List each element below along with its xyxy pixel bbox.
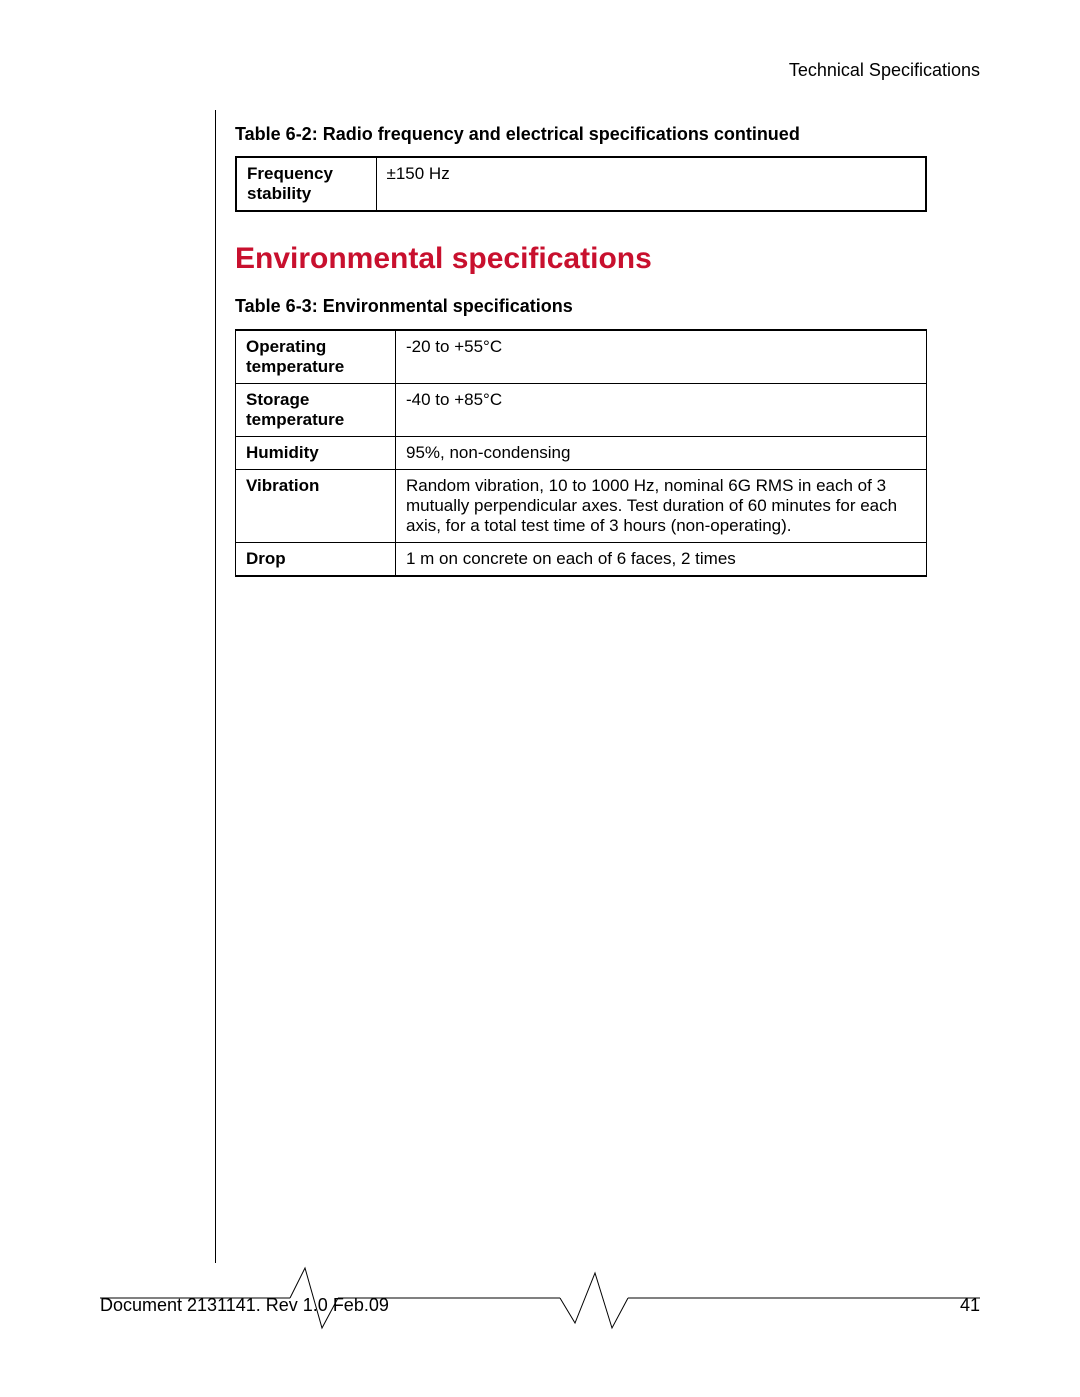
table-row: Vibration Random vibration, 10 to 1000 H… [236, 469, 927, 542]
spec-value: 1 m on concrete on each of 6 faces, 2 ti… [396, 542, 927, 576]
page-footer: Document 2131141. Rev 1.0 Feb.09 41 [100, 1295, 980, 1316]
spec-label: Humidity [236, 436, 396, 469]
spec-value: -20 to +55°C [396, 330, 927, 384]
spec-label: Frequency stability [236, 157, 376, 211]
section-title-environmental: Environmental specifications [235, 242, 975, 276]
table-6-3-caption: Table 6-3: Environmental specifications [235, 294, 975, 318]
spec-label: Drop [236, 542, 396, 576]
page: Technical Specifications Table 6-2: Radi… [0, 0, 1080, 1397]
table-6-2-caption: Table 6-2: Radio frequency and electrica… [235, 122, 975, 146]
spec-label: Vibration [236, 469, 396, 542]
table-6-2: Frequency stability ±150 Hz [235, 156, 927, 212]
content-area: Table 6-2: Radio frequency and electrica… [235, 122, 975, 577]
footer-doc-id: Document 2131141. Rev 1.0 Feb.09 [100, 1295, 389, 1316]
table-row: Operating temperature -20 to +55°C [236, 330, 927, 384]
vertical-rule [215, 110, 216, 1263]
spec-value: 95%, non-condensing [396, 436, 927, 469]
table-row: Frequency stability ±150 Hz [236, 157, 926, 211]
footer-page-number: 41 [960, 1295, 980, 1316]
table-row: Humidity 95%, non-condensing [236, 436, 927, 469]
page-header-title: Technical Specifications [789, 60, 980, 81]
table-6-3: Operating temperature -20 to +55°C Stora… [235, 329, 927, 577]
spec-label: Storage temperature [236, 383, 396, 436]
spec-value: ±150 Hz [376, 157, 926, 211]
table-row: Storage temperature -40 to +85°C [236, 383, 927, 436]
spec-value: Random vibration, 10 to 1000 Hz, nominal… [396, 469, 927, 542]
table-row: Drop 1 m on concrete on each of 6 faces,… [236, 542, 927, 576]
spec-label: Operating temperature [236, 330, 396, 384]
spec-value: -40 to +85°C [396, 383, 927, 436]
